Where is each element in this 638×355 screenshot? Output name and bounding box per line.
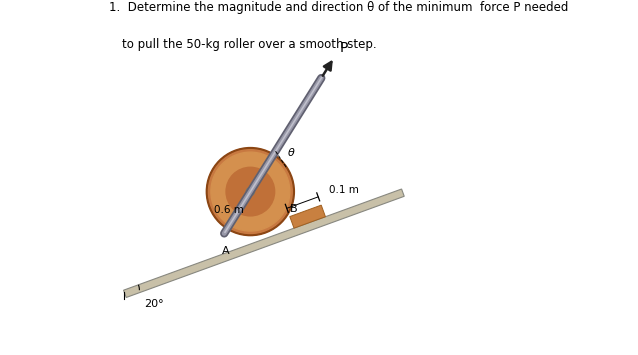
Circle shape: [226, 167, 274, 216]
Text: 0.6 m: 0.6 m: [214, 205, 244, 215]
Circle shape: [209, 150, 292, 234]
Text: 0.1 m: 0.1 m: [329, 185, 359, 195]
Circle shape: [206, 148, 294, 236]
Text: to pull the 50-kg roller over a smooth step.: to pull the 50-kg roller over a smooth s…: [122, 38, 376, 51]
Circle shape: [211, 152, 290, 231]
Text: 1.  Determine the magnitude and direction θ of the minimum  force P needed: 1. Determine the magnitude and direction…: [110, 1, 569, 15]
Text: A: A: [222, 246, 230, 256]
Text: θ: θ: [288, 148, 295, 158]
Text: P: P: [339, 42, 348, 55]
Circle shape: [246, 187, 255, 196]
Text: B: B: [290, 204, 297, 214]
Polygon shape: [124, 189, 404, 297]
Text: 20°: 20°: [144, 299, 163, 309]
Polygon shape: [290, 205, 325, 228]
